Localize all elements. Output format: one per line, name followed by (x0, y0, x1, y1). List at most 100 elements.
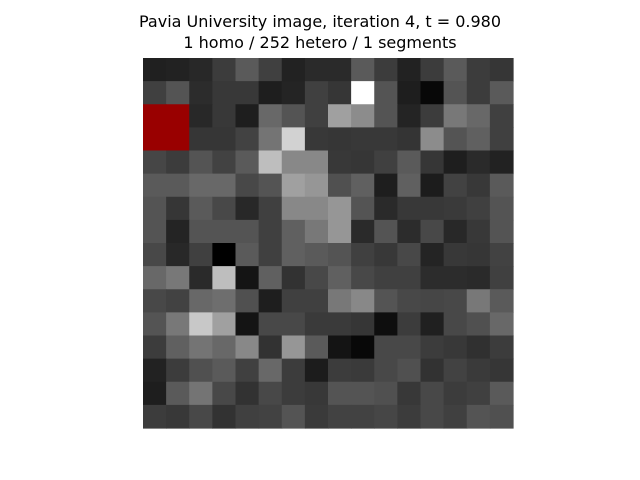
heatmap-cell (374, 243, 398, 267)
heatmap-cell (258, 404, 283, 429)
heatmap-cell (258, 127, 283, 152)
heatmap-cell (212, 404, 237, 429)
heatmap-cell (189, 150, 213, 175)
heatmap-cell (420, 381, 445, 406)
heatmap-cell (166, 404, 190, 429)
heatmap-cell (420, 358, 445, 383)
heatmap-cell (189, 404, 213, 429)
heatmap-cell (212, 104, 237, 128)
heatmap-cell (143, 243, 167, 267)
heatmap-cell (489, 150, 514, 175)
heatmap-cell (281, 381, 306, 406)
heatmap-cell (374, 104, 398, 128)
heatmap-cell (258, 81, 283, 105)
heatmap-cell (304, 81, 329, 105)
heatmap-cell-homo (143, 127, 167, 152)
heatmap-cell (443, 58, 468, 82)
heatmap-cell (212, 266, 237, 290)
heatmap-cell (212, 173, 237, 198)
heatmap-cell (281, 404, 306, 429)
heatmap-cell (328, 312, 352, 337)
heatmap-cell (351, 335, 375, 360)
heatmap-cell (351, 243, 375, 267)
heatmap-cell (443, 358, 468, 383)
heatmap-cell (489, 358, 514, 383)
heatmap-cell (420, 335, 445, 360)
heatmap-cell (166, 266, 190, 290)
heatmap-cell (281, 173, 306, 198)
heatmap-cell (281, 150, 306, 175)
heatmap-cell (258, 381, 283, 406)
heatmap-cell (489, 312, 514, 337)
heatmap-cell (328, 173, 352, 198)
heatmap-cell (443, 404, 468, 429)
heatmap-cell (489, 173, 514, 198)
heatmap-cell (466, 196, 491, 221)
heatmap-cell (235, 81, 260, 105)
heatmap-cell (397, 335, 422, 360)
heatmap-cell (304, 312, 329, 337)
heatmap-cell (489, 289, 514, 313)
heatmap-cell (374, 219, 398, 244)
heatmap-cell (212, 196, 237, 221)
heatmap-cell (304, 358, 329, 383)
heatmap-cell (281, 196, 306, 221)
chart-title-line-2: 1 homo / 252 hetero / 1 segments (183, 33, 457, 52)
heatmap-cell (166, 58, 190, 82)
heatmap-cell (189, 196, 213, 221)
heatmap-cell (235, 381, 260, 406)
heatmap-cell (374, 358, 398, 383)
heatmap-cell (304, 289, 329, 313)
heatmap-cell (166, 150, 190, 175)
heatmap-cell (443, 335, 468, 360)
heatmap-cell (374, 196, 398, 221)
heatmap-cell (304, 150, 329, 175)
heatmap-cell (489, 127, 514, 152)
heatmap-cell (166, 219, 190, 244)
heatmap-cell (281, 81, 306, 105)
heatmap-cell (212, 243, 237, 267)
heatmap-cell (189, 127, 213, 152)
heatmap-cell (189, 173, 213, 198)
heatmap-cell (143, 312, 167, 337)
heatmap-cell (443, 173, 468, 198)
heatmap-cell (235, 266, 260, 290)
heatmap-cell (189, 335, 213, 360)
heatmap-cell (166, 173, 190, 198)
heatmap-cell (189, 58, 213, 82)
heatmap-cell (443, 243, 468, 267)
heatmap-cell (189, 312, 213, 337)
heatmap-cell (351, 81, 375, 105)
heatmap-cell (351, 127, 375, 152)
heatmap-cell (351, 58, 375, 82)
heatmap-cell (235, 127, 260, 152)
heatmap-cell (351, 381, 375, 406)
heatmap-cell (143, 81, 167, 105)
heatmap-cell (374, 58, 398, 82)
heatmap-cell (304, 219, 329, 244)
heatmap-cell (351, 150, 375, 175)
heatmap-cell (489, 219, 514, 244)
heatmap-cell (397, 358, 422, 383)
heatmap-cell (374, 381, 398, 406)
heatmap-cell (420, 219, 445, 244)
heatmap-cell (281, 266, 306, 290)
heatmap-cell (212, 312, 237, 337)
heatmap-cell (189, 289, 213, 313)
heatmap-cell (235, 58, 260, 82)
heatmap-cell (281, 243, 306, 267)
chart-title-line-1: Pavia University image, iteration 4, t =… (138, 12, 502, 31)
heatmap-cell (420, 266, 445, 290)
heatmap-cell-homo (166, 127, 190, 152)
heatmap-cell (281, 127, 306, 152)
heatmap-cell (328, 358, 352, 383)
heatmap-cell (212, 58, 237, 82)
heatmap-cell (258, 219, 283, 244)
heatmap-cell (166, 289, 190, 313)
heatmap-cell (397, 312, 422, 337)
heatmap-cell (328, 289, 352, 313)
heatmap-cell (443, 127, 468, 152)
heatmap-cell (212, 358, 237, 383)
heatmap-cell (281, 335, 306, 360)
heatmap-cell (212, 289, 237, 313)
